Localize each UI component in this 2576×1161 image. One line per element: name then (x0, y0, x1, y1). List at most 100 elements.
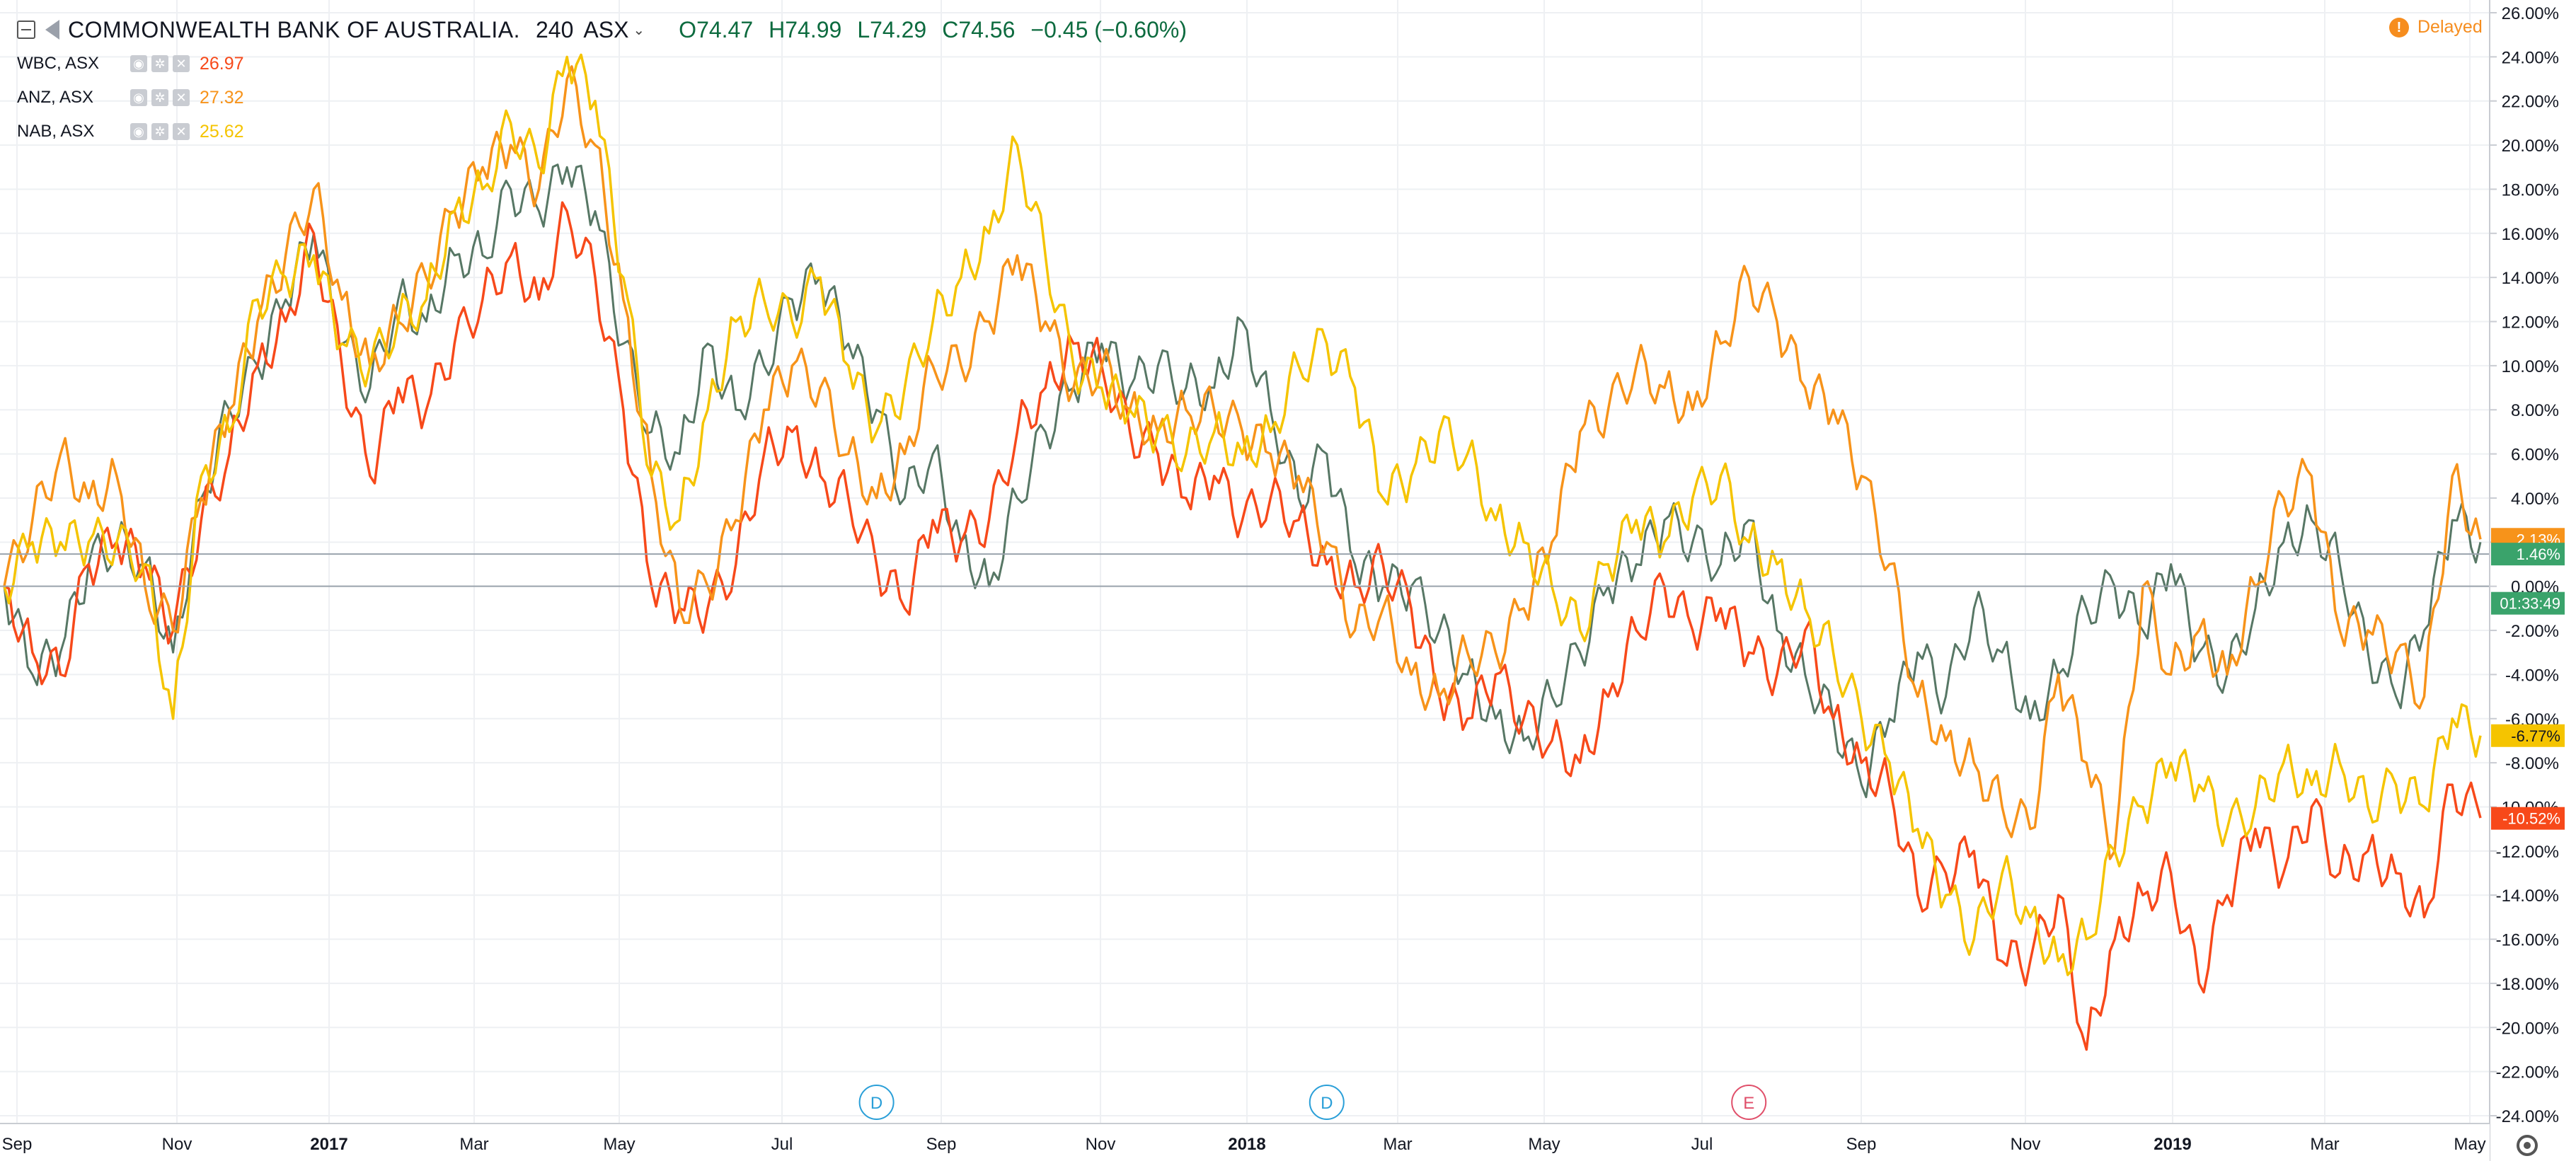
time-axis[interactable]: Sep Nov 2017 Mar May Jul Sep Nov 2018 Mar May Jul Se… (0, 1123, 2490, 1161)
price-axis[interactable]: 26.00% 24.00% 22.00% 20.00% 18.00% 16.00% 14.0… (2489, 0, 2576, 1161)
price-labels: 2.13%1.46%01:33:49-6.77%-10.52% (2491, 528, 2565, 830)
compare-symbol[interactable]: NAB, ASX (17, 122, 95, 141)
event-marker-circle (1309, 1085, 1345, 1120)
x-tick-label: 2018 (1228, 1135, 1265, 1154)
row-controls: ◉ ✲ ✕ (130, 89, 190, 106)
settings-gear-icon[interactable] (2517, 1135, 2538, 1156)
interval-label[interactable]: 240 (535, 16, 574, 42)
compare-row-anz[interactable]: ANZ, ASX ◉ ✲ ✕ 27.32 (17, 81, 1187, 115)
y-tick-label: -22.00% (2496, 1063, 2559, 1082)
chevron-down-icon[interactable]: ⌄ (633, 22, 645, 38)
chart-legend: COMMONWEALTH BANK OF AUSTRALIA. 240 ASX … (17, 13, 1187, 149)
exchange-label[interactable]: ASX (583, 16, 629, 42)
y-tick-label: -20.00% (2496, 1019, 2559, 1038)
compare-value: 26.97 (200, 53, 244, 74)
time-axis-background (0, 1124, 2490, 1161)
y-tick-label: 24.00% (2502, 48, 2559, 67)
x-tick-label: Sep (1846, 1135, 1877, 1154)
change-value: −0.45 (−0.60%) (1030, 16, 1187, 42)
gear-icon[interactable]: ✲ (151, 123, 168, 140)
y-tick-label: 4.00% (2511, 490, 2559, 509)
x-tick-label: Sep (2, 1135, 33, 1154)
open-value: O74.47 (679, 16, 754, 42)
compare-symbol[interactable]: ANZ, ASX (17, 88, 94, 107)
y-tick-label: -16.00% (2496, 931, 2559, 950)
gear-icon[interactable]: ✲ (151, 55, 168, 72)
y-tick-label: 20.00% (2502, 137, 2559, 156)
close-icon[interactable]: ✕ (173, 89, 190, 106)
y-tick-label: -24.00% (2496, 1107, 2559, 1126)
y-tick-label: -2.00% (2505, 622, 2559, 641)
event-marker-label: E (1743, 1094, 1754, 1113)
gear-icon[interactable]: ✲ (151, 89, 168, 106)
close-icon[interactable]: ✕ (173, 55, 190, 72)
series-line-nab (3, 53, 2482, 976)
compare-value: 25.62 (200, 121, 244, 141)
visibility-icon[interactable]: ◉ (130, 55, 147, 72)
y-tick-label: -12.00% (2496, 843, 2559, 862)
y-tick-label: -18.00% (2496, 975, 2559, 994)
price-label-text: 1.46% (2517, 545, 2560, 563)
visibility-icon[interactable]: ◉ (130, 89, 147, 106)
price-label-text: -6.77% (2511, 727, 2560, 745)
x-tick-label: Sep (926, 1135, 957, 1154)
collapse-legend-icon[interactable] (17, 21, 35, 39)
compare-symbol[interactable]: WBC, ASX (17, 54, 100, 73)
delayed-indicator[interactable]: ! Delayed (2389, 17, 2483, 37)
ohlc-values: O74.47 H74.99 L74.29 C74.56 −0.45 (−0.60… (679, 17, 1187, 43)
high-value: H74.99 (769, 16, 842, 42)
series-line-anz (3, 65, 2482, 860)
y-tick-label: 6.00% (2511, 446, 2559, 465)
y-tick-label: -8.00% (2505, 754, 2559, 773)
x-tick-label: 2017 (310, 1135, 347, 1154)
main-symbol-row: COMMONWEALTH BANK OF AUSTRALIA. 240 ASX … (17, 13, 1187, 47)
visibility-icon[interactable]: ◉ (130, 123, 147, 140)
y-tick-label: 12.00% (2502, 313, 2559, 333)
low-value: L74.29 (857, 16, 927, 42)
y-tick-label: 14.00% (2502, 269, 2559, 288)
x-tick-label: Mar (1383, 1135, 1412, 1154)
event-marker-label: D (1321, 1094, 1333, 1113)
compare-row-wbc[interactable]: WBC, ASX ◉ ✲ ✕ 26.97 (17, 47, 1187, 81)
price-label-text: 01:33:49 (2500, 595, 2560, 613)
y-tick-label: 8.00% (2511, 401, 2559, 420)
x-tick-label: Nov (2011, 1135, 2041, 1154)
x-tick-label: Nov (162, 1135, 192, 1154)
compare-row-nab[interactable]: NAB, ASX ◉ ✲ ✕ 25.62 (17, 115, 1187, 149)
price-label-box (2491, 591, 2565, 615)
symbol-name[interactable]: COMMONWEALTH BANK OF AUSTRALIA. (68, 16, 520, 42)
series-lines (0, 53, 2490, 1051)
x-tick-label: Mar (2310, 1135, 2339, 1154)
event-marker-circle (1731, 1085, 1767, 1120)
compare-value: 27.32 (200, 87, 244, 108)
x-tick-label: 2019 (2154, 1135, 2191, 1154)
y-tick-label: 18.00% (2502, 180, 2559, 200)
x-tick-label: May (1528, 1135, 1560, 1154)
x-tick-label: Nov (1086, 1135, 1116, 1154)
price-label-box (2491, 807, 2565, 830)
gridlines (0, 0, 2490, 1124)
x-tick-label: Mar (459, 1135, 488, 1154)
series-line-wbc (4, 201, 2482, 1051)
flag-icon[interactable] (45, 20, 59, 40)
x-tick-label: May (603, 1135, 635, 1154)
price-label-text: -10.52% (2502, 810, 2560, 828)
close-icon[interactable]: ✕ (173, 123, 190, 140)
delayed-label: Delayed (2417, 17, 2483, 37)
y-tick-label: 10.00% (2502, 357, 2559, 376)
price-label-box (2491, 724, 2565, 747)
price-axis-background (2490, 0, 2576, 1161)
price-label-box (2491, 543, 2565, 566)
x-tick-label: Jul (1691, 1135, 1713, 1154)
event-marker-label: D (870, 1094, 882, 1113)
x-tick-label: May (2454, 1135, 2485, 1154)
event-marker-circle (858, 1085, 895, 1120)
y-tick-label: 16.00% (2502, 225, 2559, 244)
row-controls: ◉ ✲ ✕ (130, 123, 190, 140)
alert-icon: ! (2389, 17, 2409, 37)
series-line-cba (3, 163, 2482, 799)
close-value: C74.56 (942, 16, 1016, 42)
row-controls: ◉ ✲ ✕ (130, 55, 190, 72)
